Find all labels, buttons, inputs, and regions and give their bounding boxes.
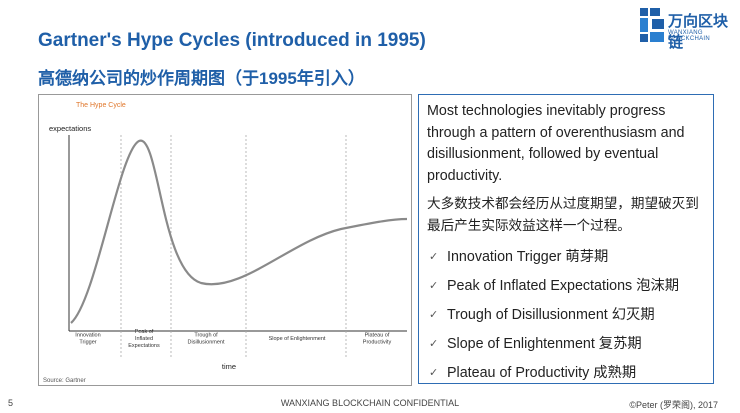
intro-en: Most technologies inevitably progress th…	[427, 103, 685, 184]
phase-label: Plateau of	[365, 333, 390, 339]
phase-label: Trough of	[194, 333, 218, 339]
phase-label: Disillusionment	[188, 340, 225, 346]
page-number: 5	[8, 398, 14, 408]
phase-item: Slope of Enlightenment 复苏期	[427, 330, 705, 359]
phase-label: Expectations	[128, 343, 160, 349]
phase-label: Inflated	[135, 336, 153, 342]
figure-title: The Hype Cycle	[76, 102, 126, 109]
hype-curve	[70, 139, 408, 324]
subtitle: 高德纳公司的炒作周期图（于1995年引入）	[38, 69, 365, 88]
phase-label: Trigger	[79, 340, 96, 346]
hype-cycle-figure: The Hype Cycle expectations InnovationTr…	[38, 94, 412, 386]
x-label: time	[222, 362, 236, 371]
footer-center: WANXIANG BLOCKCHAIN CONFIDENTIAL	[280, 398, 460, 408]
phase-label: Slope of Enlightenment	[269, 336, 326, 342]
source: Source: Gartner	[43, 378, 86, 384]
intro-zh: 大多数技术都会经历从过度期望，期望破灭到最后产生实际效益这样一个过程。	[427, 196, 699, 233]
phase-item: Peak of Inflated Expectations 泡沫期	[427, 272, 705, 301]
phase-label: Innovation	[75, 333, 100, 339]
title: Gartner's Hype Cycles (introduced in 199…	[38, 30, 426, 51]
logo-icon	[640, 8, 664, 42]
logo-tagline: WANXIANG BLOCKCHAIN	[668, 30, 711, 42]
y-label: expectations	[49, 124, 91, 133]
logo-name: 万向区块链	[668, 13, 729, 51]
phase-item: Innovation Trigger 萌芽期	[427, 243, 705, 272]
text-panel: Most technologies inevitably progress th…	[418, 94, 714, 388]
phase-label: Peak of	[135, 329, 154, 335]
phase-label: Productivity	[363, 340, 392, 346]
phase-list: Innovation Trigger 萌芽期Peak of Inflated E…	[427, 243, 705, 388]
phase-dividers	[120, 135, 347, 357]
footer-credit: ©Peter (罗荣阁), 2017	[629, 400, 718, 410]
phase-item: Trough of Disillusionment 幻灭期	[427, 301, 705, 330]
phase-item: Plateau of Productivity 成熟期	[427, 359, 705, 388]
